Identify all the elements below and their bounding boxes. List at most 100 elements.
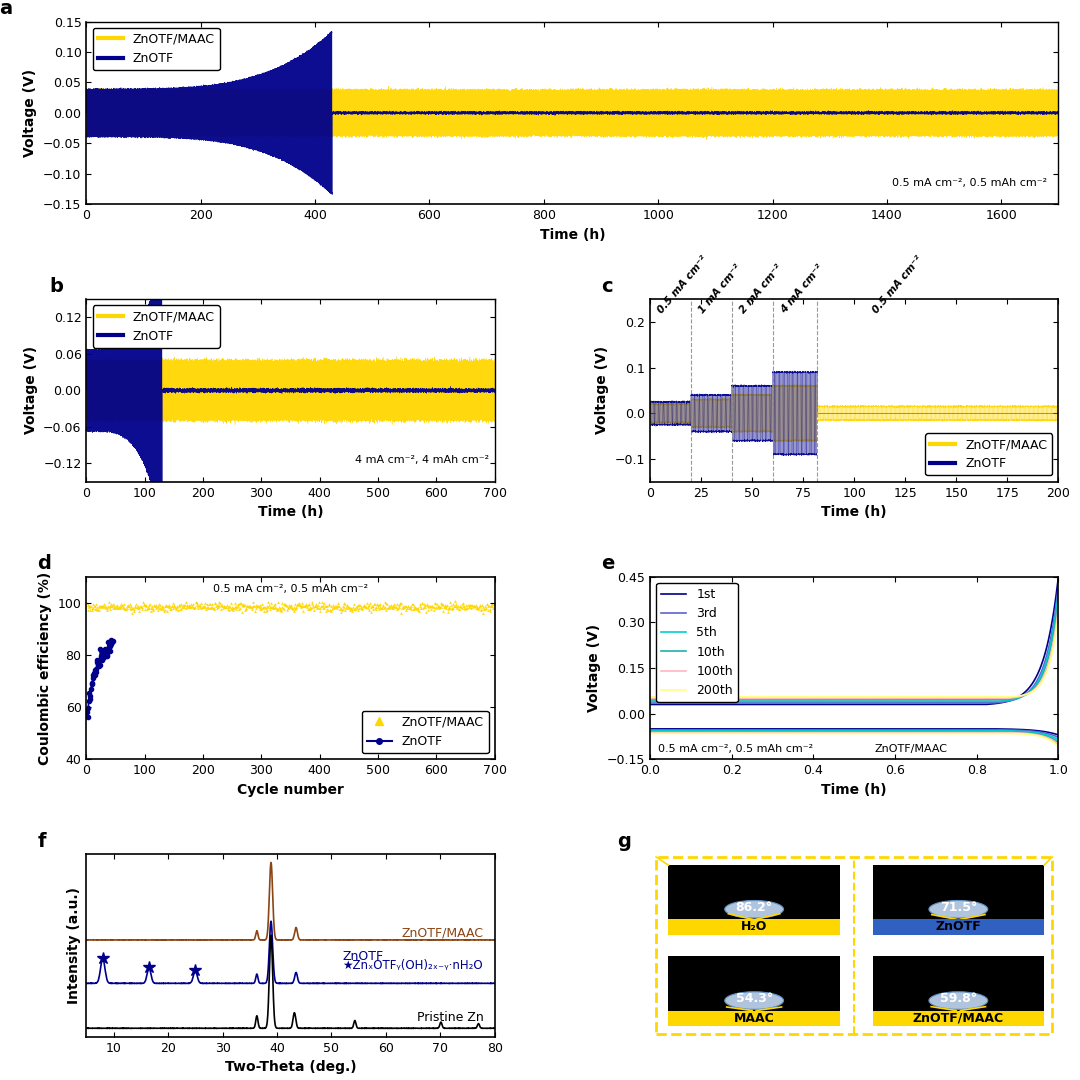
- Point: [205, 600, 222, 618]
- Point: [194, 598, 212, 616]
- Point: [232, 594, 249, 611]
- Point: [162, 600, 179, 618]
- Point: [192, 599, 210, 617]
- Point: [414, 594, 431, 611]
- 100th: [832, 692, 845, 705]
- Point: [354, 597, 372, 615]
- Text: Pristine Zn: Pristine Zn: [417, 1011, 484, 1024]
- Point: [253, 598, 270, 616]
- Point: [403, 595, 420, 612]
- Point: [468, 598, 485, 616]
- Point: [361, 602, 378, 619]
- Point: [245, 597, 262, 615]
- Point: [341, 599, 359, 617]
- Text: 0.5 mA cm⁻²: 0.5 mA cm⁻²: [870, 254, 924, 315]
- Point: [211, 594, 228, 611]
- 200th: [832, 690, 845, 703]
- Point: [445, 599, 462, 617]
- Point: [346, 600, 363, 618]
- Point: [257, 603, 274, 620]
- Point: [158, 596, 175, 613]
- Point: [218, 596, 235, 613]
- Point: [411, 596, 429, 613]
- Point: [364, 597, 381, 615]
- Point: [124, 599, 141, 617]
- Point: [235, 600, 253, 618]
- Point: [392, 595, 409, 612]
- Point: [444, 600, 461, 618]
- Point: [206, 595, 224, 612]
- Y-axis label: Voltage (V): Voltage (V): [595, 347, 609, 434]
- Point: [278, 597, 295, 615]
- X-axis label: Cycle number: Cycle number: [238, 783, 345, 797]
- Point: [395, 598, 413, 616]
- Point: [355, 596, 373, 613]
- Point: [421, 598, 438, 616]
- Point: [363, 597, 380, 615]
- Point: [272, 602, 289, 619]
- Point: [130, 599, 147, 617]
- Point: [339, 598, 356, 616]
- Point: [393, 599, 410, 617]
- Point: [149, 597, 166, 615]
- Point: [280, 596, 297, 613]
- Point: [483, 596, 500, 613]
- Point: [282, 597, 299, 615]
- Point: [418, 595, 435, 612]
- 10th: [1052, 592, 1065, 605]
- Point: [216, 598, 233, 616]
- Point: [286, 596, 303, 613]
- Point: [127, 598, 145, 616]
- Point: [457, 599, 474, 617]
- Point: [301, 598, 319, 616]
- Point: [151, 599, 168, 617]
- Text: 71.5°: 71.5°: [940, 901, 977, 914]
- Point: [300, 595, 318, 612]
- Point: [321, 595, 338, 612]
- Point: [171, 596, 188, 613]
- Point: [392, 594, 409, 611]
- Point: [178, 598, 195, 616]
- Point: [444, 596, 461, 613]
- Point: [177, 594, 194, 611]
- Point: [237, 600, 254, 618]
- Point: [459, 596, 476, 613]
- Point: [319, 597, 336, 615]
- Point: [375, 597, 392, 615]
- Point: [221, 598, 239, 616]
- Point: [318, 597, 335, 615]
- Point: [423, 597, 441, 615]
- 10th: [1040, 659, 1053, 672]
- Point: [465, 597, 483, 615]
- Point: [476, 600, 494, 618]
- Point: [449, 597, 467, 615]
- Point: [328, 597, 346, 615]
- FancyBboxPatch shape: [669, 865, 840, 934]
- Point: [401, 598, 418, 616]
- Point: [365, 595, 382, 612]
- Ellipse shape: [929, 901, 988, 918]
- Point: [240, 597, 257, 615]
- Point: [123, 604, 140, 621]
- Point: [480, 602, 497, 619]
- Point: [423, 597, 441, 615]
- Point: [231, 600, 248, 618]
- Point: [118, 597, 135, 615]
- Point: [210, 597, 227, 615]
- Point: [478, 595, 496, 612]
- Point: [126, 597, 144, 615]
- Point: [346, 600, 363, 618]
- Point: [311, 599, 328, 617]
- Ellipse shape: [929, 991, 988, 1010]
- Point: [283, 597, 300, 615]
- Point: [367, 600, 384, 618]
- Point: [181, 597, 199, 615]
- Point: [251, 598, 268, 616]
- Point: [482, 600, 499, 618]
- Point: [99, 597, 117, 615]
- Point: [103, 595, 120, 612]
- Point: [257, 599, 274, 617]
- Point: [464, 598, 482, 616]
- Point: [300, 600, 318, 618]
- Point: [161, 598, 178, 616]
